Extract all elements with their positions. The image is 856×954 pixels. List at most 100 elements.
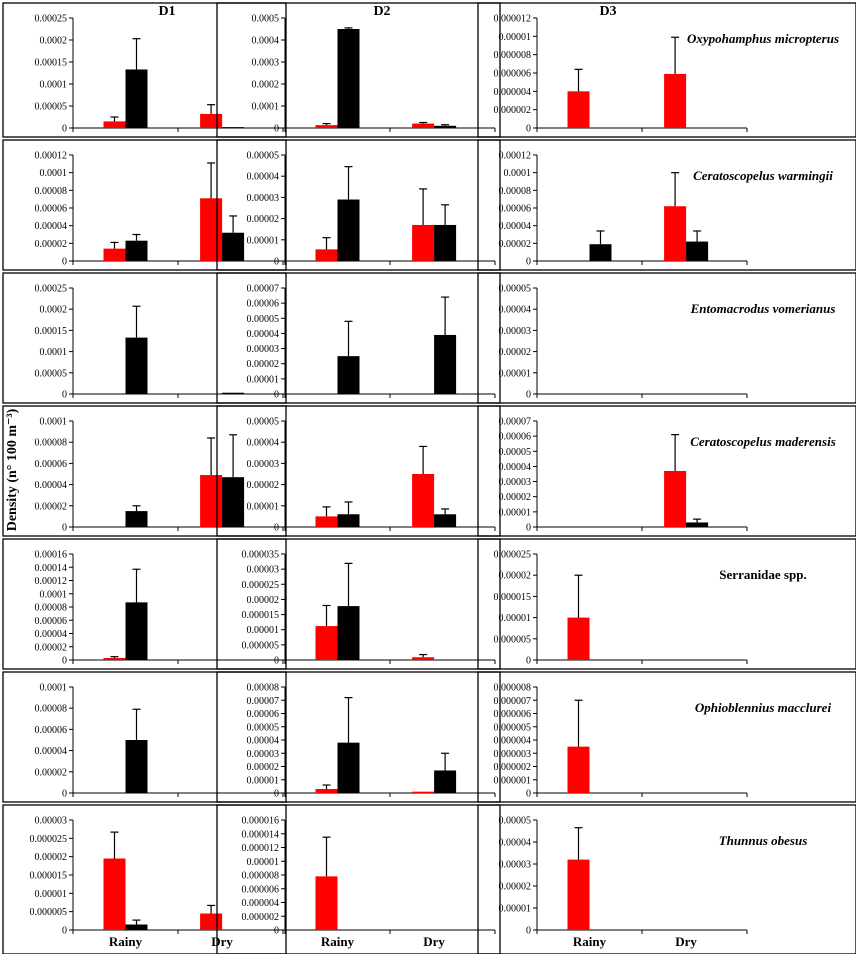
bar-black-dry: [222, 477, 245, 527]
y-tick-label: 0.00003: [35, 816, 68, 827]
y-tick-label: 0.00001: [499, 613, 532, 624]
bar-red-rainy: [567, 617, 590, 660]
y-tick-label: 0.00002: [499, 347, 532, 358]
panel-r4-c0: 0 0.00002 0.00004 0.00006 0.00008 0.0001 0.000…: [2, 538, 287, 670]
panel-r0-c1: 0 0.0001 0.0002 0.0003 0.0004 0.0005: [216, 2, 501, 138]
panel-r6-c2: 0 0.00001 0.00002 0.00003 0.00004 0.00005 Rain…: [477, 804, 856, 954]
y-tick-label: 0.00004: [247, 736, 280, 747]
bar-red-rainy: [567, 859, 590, 930]
bar-black-rainy: [337, 514, 360, 527]
y-tick-label: 0.00001: [247, 857, 280, 868]
y-tick-label: 0: [526, 390, 531, 401]
y-tick-label: 0.00001: [499, 32, 532, 43]
bar-black-dry: [434, 125, 457, 128]
panel-r6-c1: 0 0.000002 0.000004 0.000006 0.000008 0.00001…: [216, 804, 501, 954]
y-tick-label: 0.0001: [40, 417, 68, 428]
panel-border: [2, 538, 287, 670]
y-tick-label: 0.00002: [247, 595, 280, 606]
panel-border: [216, 405, 501, 537]
x-category-label-rainy: Rainy: [321, 934, 355, 949]
y-tick-label: 0.00002: [499, 882, 532, 893]
y-tick-label: 0.000004: [494, 736, 532, 747]
y-tick-label: 0: [274, 523, 279, 534]
species-label: Oxypohamphus micropterus: [687, 31, 839, 46]
y-tick-label: 0.00008: [35, 186, 68, 197]
y-tick-label: 0.00002: [35, 852, 68, 863]
panel-r4-c1: 0 0.000005 0.00001 0.000015 0.00002 0.000025 0…: [216, 538, 501, 670]
y-tick-label: 0.000016: [242, 816, 280, 827]
y-tick-label: 0.00002: [35, 239, 68, 250]
y-tick-label: 0.000002: [494, 105, 532, 116]
y-tick-label: 0.00001: [499, 368, 532, 379]
panel-border: [216, 139, 501, 271]
panel-r3-c1: 0 0.00001 0.00002 0.00003 0.00004 0.00005: [216, 405, 501, 537]
bar-black-rainy: [337, 29, 360, 128]
column-title-d3: D3: [599, 4, 616, 19]
species-label: Ceratoscopelus maderensis: [690, 434, 836, 449]
y-tick-label: 0.000015: [30, 871, 68, 882]
bar-black-dry: [222, 127, 245, 128]
bar-red-dry: [664, 73, 687, 128]
y-tick-label: 0: [274, 390, 279, 401]
y-tick-label: 0: [526, 656, 531, 667]
panel-r2-c0: 0 0.00005 0.0001 0.00015 0.0002 0.00025: [2, 272, 287, 404]
panel-r1-c2: 0 0.00002 0.00004 0.00006 0.00008 0.0001 0.000…: [477, 139, 856, 271]
y-tick-label: 0.00006: [499, 432, 532, 443]
y-tick-label: 0.0001: [252, 102, 280, 113]
species-label: Thunnus obesus: [719, 833, 808, 848]
panel-border: [2, 405, 287, 537]
y-tick-label: 0.00004: [247, 329, 280, 340]
bar-red-rainy: [103, 658, 126, 660]
panel-border: [2, 804, 287, 954]
x-category-label-dry: Dry: [211, 934, 233, 949]
y-tick-label: 0.00005: [499, 284, 532, 295]
y-tick-label: 0.00003: [247, 193, 280, 204]
y-tick-label: 0.00016: [35, 550, 68, 561]
panel-border: [2, 272, 287, 404]
y-tick-label: 0.000015: [494, 592, 532, 603]
y-tick-label: 0: [526, 926, 531, 937]
y-tick-label: 0.00006: [499, 204, 532, 215]
y-tick-label: 0.000005: [242, 640, 280, 651]
y-tick-label: 0.0003: [252, 58, 280, 69]
y-tick-label: 0.00003: [247, 565, 280, 576]
x-category-label-dry: Dry: [675, 934, 697, 949]
y-tick-label: 0.00004: [499, 221, 532, 232]
bar-black-dry: [686, 241, 709, 261]
x-category-label-dry: Dry: [423, 934, 445, 949]
y-tick-label: 0.00004: [499, 838, 532, 849]
bar-red-rainy: [567, 91, 590, 128]
bar-black-dry: [686, 522, 709, 527]
y-tick-label: 0.00001: [247, 625, 280, 636]
y-tick-label: 0.0004: [252, 36, 280, 47]
y-axis-title: Density (n° 100 m⁻³): [5, 408, 20, 531]
y-tick-label: 0.00025: [35, 284, 68, 295]
bar-black-rainy: [337, 199, 360, 261]
panel-border: [477, 538, 856, 670]
panel-border: [477, 272, 856, 404]
y-tick-label: 0.000006: [494, 69, 532, 80]
panel-border: [477, 804, 856, 954]
bar-red-rainy: [567, 746, 590, 793]
y-tick-label: 0.00005: [499, 447, 532, 458]
column-title-d1: D1: [158, 4, 175, 19]
panel-border: [477, 671, 856, 803]
y-tick-label: 0: [274, 926, 279, 937]
bar-red-dry: [200, 113, 223, 128]
y-tick-label: 0.0001: [40, 589, 68, 600]
y-tick-label: 0.000006: [242, 884, 280, 895]
y-tick-label: 0.000008: [242, 871, 280, 882]
bar-black-rainy: [125, 924, 148, 930]
y-tick-label: 0.0001: [40, 80, 68, 91]
y-tick-label: 0.00015: [35, 326, 68, 337]
panel-r1-c0: 0 0.00002 0.00004 0.00006 0.00008 0.0001 0.000…: [2, 139, 287, 271]
species-label: Serranidae spp.: [719, 567, 806, 582]
y-tick-label: 0: [62, 390, 67, 401]
y-tick-label: 0.00005: [247, 314, 280, 325]
y-tick-label: 0.00003: [499, 477, 532, 488]
y-tick-label: 0.00006: [35, 616, 68, 627]
y-tick-label: 0.00001: [247, 374, 280, 385]
y-tick-label: 0.00008: [247, 683, 280, 694]
y-tick-label: 0.000025: [242, 580, 280, 591]
y-tick-label: 0.00006: [35, 725, 68, 736]
